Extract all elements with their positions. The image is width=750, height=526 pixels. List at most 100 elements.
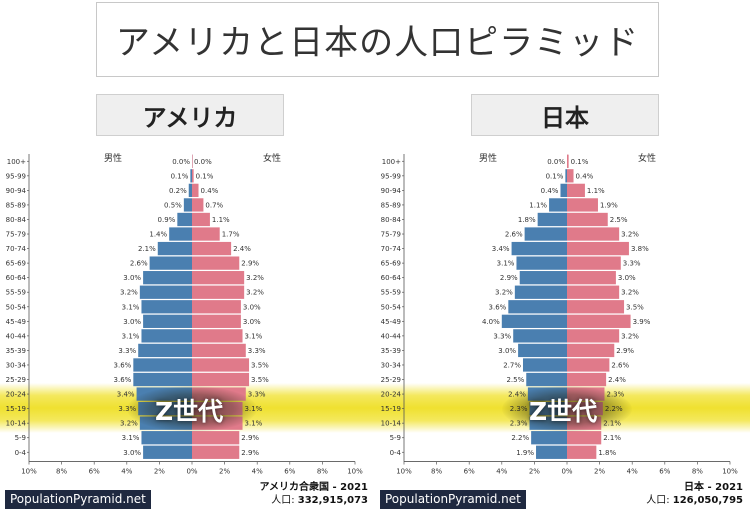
usa-male-bar bbox=[141, 431, 192, 445]
japan-female-bar bbox=[567, 300, 625, 314]
usa-age-label: 50-54 bbox=[6, 303, 27, 311]
japan-male-bar bbox=[522, 358, 567, 372]
japan-age-label: 75-79 bbox=[381, 231, 401, 239]
japan-male-value: 3.4% bbox=[492, 245, 510, 253]
japan-female-bar bbox=[567, 271, 616, 285]
japan-female-bar bbox=[567, 212, 608, 227]
usa-x-tick-label: 0% bbox=[186, 468, 197, 476]
usa-female-bar bbox=[192, 241, 232, 256]
japan-female-label: 女性 bbox=[638, 152, 656, 164]
usa-female-bar bbox=[192, 154, 193, 168]
japan-female-bar bbox=[567, 285, 620, 299]
japan-female-value: 3.9% bbox=[633, 318, 651, 326]
usa-x-tick-label: 6% bbox=[89, 468, 100, 476]
japan-x-tick-label: 10% bbox=[722, 468, 738, 476]
usa-gen-z-label: Z世代 bbox=[155, 397, 224, 426]
japan-female-bar bbox=[567, 227, 620, 241]
usa-age-label: 60-64 bbox=[6, 274, 27, 282]
usa-source-badge[interactable]: PopulationPyramid.net bbox=[5, 490, 151, 509]
japan-x-tick-label: 4% bbox=[496, 468, 507, 476]
japan-gen-z-label: Z世代 bbox=[529, 397, 598, 426]
japan-x-tick-label: 8% bbox=[692, 468, 703, 476]
japan-age-label: 100+ bbox=[382, 158, 401, 166]
usa-age-label: 65-69 bbox=[6, 260, 26, 268]
usa-female-value: 3.3% bbox=[248, 391, 266, 399]
usa-female-bar bbox=[192, 183, 199, 198]
usa-male-value: 0.9% bbox=[158, 216, 176, 224]
usa-male-bar bbox=[188, 183, 192, 198]
usa-male-bar bbox=[177, 212, 192, 227]
usa-female-bar bbox=[192, 227, 220, 241]
usa-panel-title: アメリカ bbox=[96, 94, 284, 136]
japan-female-value: 2.9% bbox=[616, 347, 634, 355]
page-title: アメリカと日本の人口ピラミッド bbox=[96, 2, 659, 77]
japan-age-label: 30-34 bbox=[381, 361, 402, 369]
japan-male-value: 0.1% bbox=[546, 172, 564, 180]
usa-male-bar bbox=[143, 271, 192, 285]
usa-male-value: 2.1% bbox=[138, 245, 156, 253]
usa-female-value: 3.1% bbox=[245, 332, 263, 340]
japan-female-value: 3.2% bbox=[621, 332, 639, 340]
usa-age-label: 40-44 bbox=[6, 332, 27, 340]
usa-male-value: 2.6% bbox=[130, 260, 148, 268]
japan-male-value: 2.9% bbox=[500, 274, 518, 282]
usa-x-tick-label: 6% bbox=[284, 468, 295, 476]
usa-female-value: 1.7% bbox=[222, 231, 240, 239]
japan-male-value: 3.6% bbox=[489, 303, 507, 311]
usa-age-label: 85-89 bbox=[6, 201, 26, 209]
japan-female-bar bbox=[567, 241, 629, 256]
usa-age-label: 10-14 bbox=[6, 420, 27, 428]
usa-male-value: 1.4% bbox=[149, 231, 167, 239]
usa-female-bar bbox=[192, 271, 245, 285]
japan-x-tick-label: 6% bbox=[464, 468, 475, 476]
usa-female-value: 3.5% bbox=[251, 361, 269, 369]
japan-male-bar bbox=[513, 329, 567, 343]
japan-female-value: 1.1% bbox=[587, 187, 605, 195]
usa-female-value: 2.9% bbox=[241, 260, 259, 268]
japan-male-bar bbox=[565, 169, 567, 183]
japan-female-value: 1.9% bbox=[600, 201, 618, 209]
japan-female-bar bbox=[567, 183, 585, 198]
usa-female-bar bbox=[192, 343, 246, 358]
usa-female-value: 2.9% bbox=[241, 434, 259, 442]
japan-male-bar bbox=[519, 271, 567, 285]
usa-female-bar bbox=[192, 314, 241, 328]
usa-male-bar bbox=[169, 227, 192, 241]
japan-female-value: 2.5% bbox=[610, 216, 628, 224]
japan-male-bar bbox=[549, 198, 567, 212]
usa-male-bar bbox=[143, 445, 192, 459]
usa-age-label: 45-49 bbox=[6, 318, 26, 326]
usa-male-value: 0.0% bbox=[172, 158, 190, 166]
usa-male-value: 0.5% bbox=[164, 201, 182, 209]
japan-x-tick-label: 8% bbox=[431, 468, 442, 476]
usa-population-label: 人口: bbox=[271, 495, 295, 506]
japan-age-label: 15-19 bbox=[381, 405, 401, 413]
japan-male-value: 3.1% bbox=[497, 260, 515, 268]
japan-female-bar bbox=[567, 314, 631, 328]
usa-x-tick-label: 4% bbox=[121, 468, 132, 476]
usa-male-bar bbox=[133, 372, 192, 387]
japan-x-tick-label: 2% bbox=[594, 468, 605, 476]
japan-country-year: 日本 - 2021 bbox=[684, 482, 743, 493]
usa-age-label: 30-34 bbox=[6, 361, 27, 369]
japan-age-label: 20-24 bbox=[381, 391, 402, 399]
usa-meta: アメリカ合衆国 - 2021 人口: 332,915,073 bbox=[260, 481, 368, 507]
japan-male-bar bbox=[501, 314, 567, 328]
japan-male-value: 2.6% bbox=[505, 231, 523, 239]
usa-gen-z-shade bbox=[127, 386, 257, 432]
japan-source-badge[interactable]: PopulationPyramid.net bbox=[380, 490, 526, 509]
usa-age-label: 55-59 bbox=[6, 289, 26, 297]
japan-x-tick-label: 6% bbox=[659, 468, 670, 476]
japan-female-bar bbox=[567, 169, 574, 183]
usa-age-label: 90-94 bbox=[6, 187, 27, 195]
usa-age-label: 80-84 bbox=[6, 216, 27, 224]
japan-male-value: 1.1% bbox=[529, 201, 547, 209]
usa-age-label: 20-24 bbox=[6, 391, 27, 399]
japan-male-value: 1.9% bbox=[516, 449, 534, 457]
japan-male-label: 男性 bbox=[479, 152, 497, 164]
usa-female-bar bbox=[192, 431, 240, 445]
usa-female-bar bbox=[192, 445, 240, 459]
japan-female-bar bbox=[567, 372, 607, 387]
usa-male-value: 0.1% bbox=[171, 172, 189, 180]
japan-female-bar bbox=[567, 445, 597, 459]
